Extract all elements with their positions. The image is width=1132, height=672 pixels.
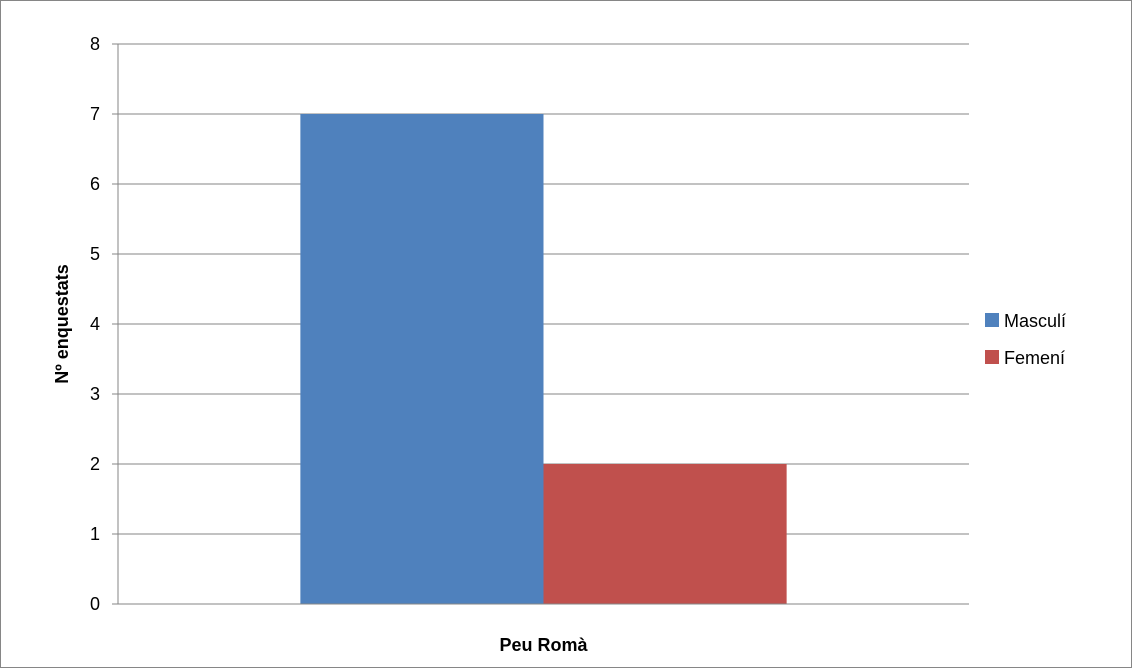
- y-tick-label: 3: [90, 384, 100, 404]
- y-tick-label: 5: [90, 244, 100, 264]
- y-tick-label: 4: [90, 314, 100, 334]
- y-tick-label: 7: [90, 104, 100, 124]
- bar-femen-: [543, 464, 787, 604]
- bar-mascul-: [300, 114, 544, 604]
- y-axis-ticks: 0 1 2 3 4 5 6 7 8: [90, 34, 119, 614]
- y-tick-label: 0: [90, 594, 100, 614]
- bars: [300, 114, 787, 604]
- y-tick-label: 6: [90, 174, 100, 194]
- x-axis-title: Peu Romà: [499, 635, 588, 655]
- legend-label: Femení: [1004, 348, 1065, 368]
- y-tick-label: 1: [90, 524, 100, 544]
- y-axis-title: Nº enquestats: [52, 264, 72, 384]
- y-tick-label: 8: [90, 34, 100, 54]
- y-tick-label: 2: [90, 454, 100, 474]
- legend-label: Masculí: [1004, 311, 1066, 331]
- legend: Masculí Femení: [985, 311, 1066, 368]
- legend-swatch: [985, 313, 999, 327]
- legend-swatch: [985, 350, 999, 364]
